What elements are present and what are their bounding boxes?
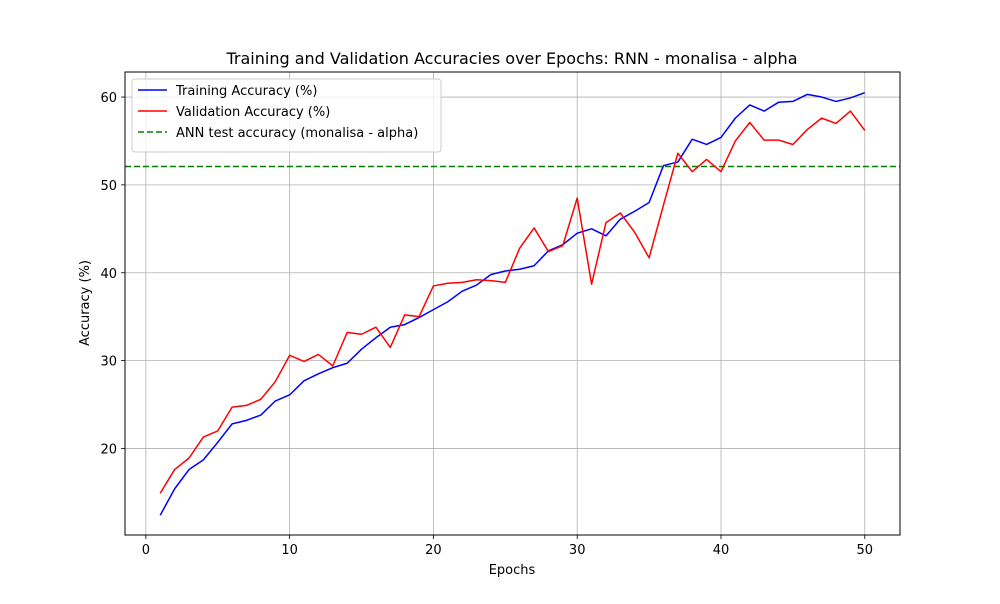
legend-label-0: Training Accuracy (%)	[175, 84, 317, 99]
x-axis-label: Epochs	[489, 563, 536, 578]
y-axis-label: Accuracy (%)	[78, 260, 93, 346]
y-tick-label: 20	[100, 442, 117, 457]
legend: Training Accuracy (%) Validation Accuracy…	[131, 78, 442, 153]
legend-box	[131, 78, 442, 153]
x-tick-label: 40	[713, 543, 730, 558]
x-tick-label: 10	[281, 543, 298, 558]
y-tick-label: 60	[100, 91, 117, 106]
series-line-0	[159, 91, 866, 516]
axis-ticks: 0 10 20 30 40 50 20 30 40 50 60	[100, 91, 873, 558]
series-lines	[159, 91, 866, 516]
x-tick-label: 20	[425, 543, 442, 558]
y-tick-label: 50	[100, 179, 117, 194]
x-tick-label: 0	[142, 543, 150, 558]
legend-label-1: Validation Accuracy (%)	[176, 105, 330, 120]
chart-title: Training and Validation Accuracies over …	[225, 49, 797, 68]
x-tick-label: 30	[569, 543, 586, 558]
plot-frame	[124, 71, 901, 536]
y-tick-label: 40	[100, 267, 117, 282]
series-line-1	[159, 110, 866, 494]
x-tick-label: 50	[856, 543, 873, 558]
legend-label-2: ANN test accuracy (monalisa - alpha)	[176, 126, 418, 141]
y-tick-label: 30	[100, 355, 117, 370]
